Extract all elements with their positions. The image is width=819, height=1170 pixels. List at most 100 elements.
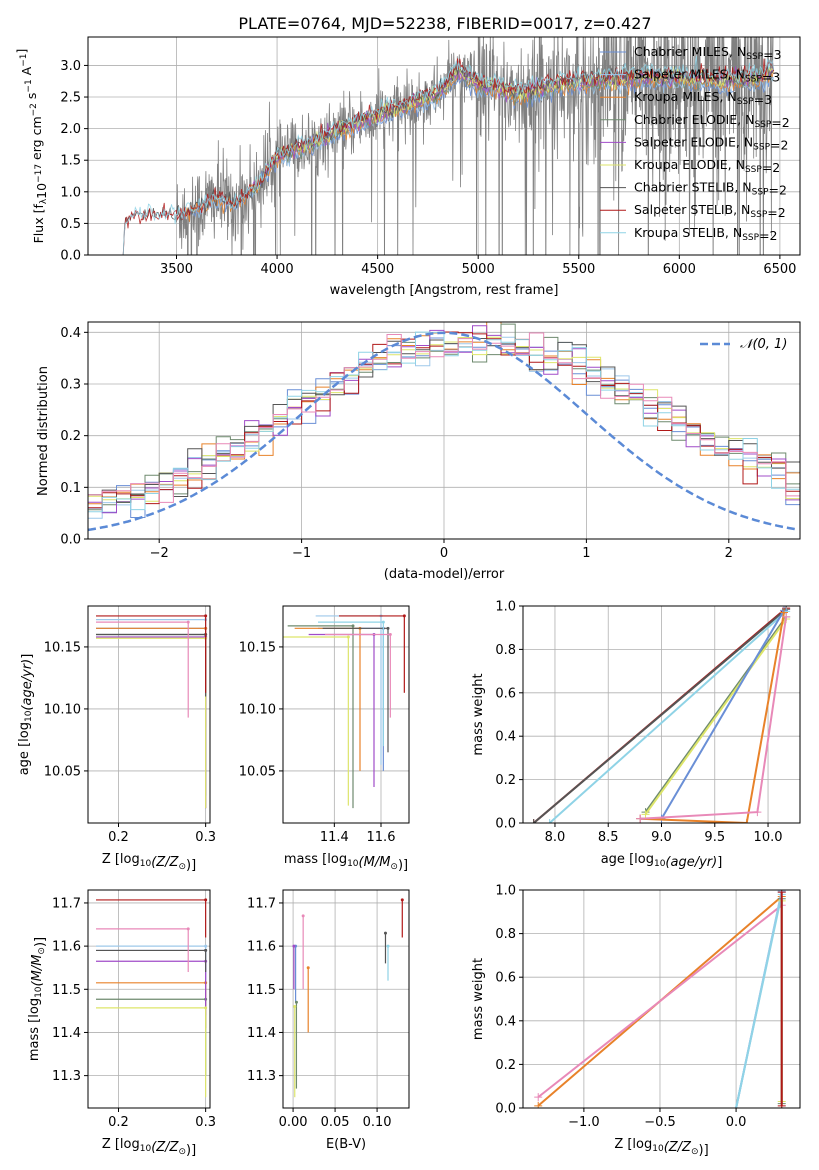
label-part: mass [log	[27, 998, 42, 1061]
label-part: ⊙	[691, 1147, 699, 1157]
label-part: Salpeter ELODIE, N	[634, 134, 753, 149]
axes-frame	[87, 36, 801, 256]
label-part: ⊙	[37, 947, 47, 955]
label-part: =3	[754, 92, 772, 107]
x-tick-label: 8.5	[598, 830, 619, 845]
y-tick-label: 10.05	[44, 764, 81, 779]
data-point	[306, 966, 310, 970]
x-axis-label: wavelength [Angstrom, rest frame]	[330, 283, 559, 298]
legend-entry: Chabrier MILES, NSSP=3	[634, 44, 782, 62]
data-point	[204, 1006, 208, 1010]
y-tick-label: 0.2	[495, 773, 516, 788]
x-axis-label: E(B-V)	[326, 1137, 366, 1152]
y-tick-label: 0.4	[495, 730, 516, 745]
y-tick-label: 0.8	[495, 927, 516, 942]
y-tick-label: 0.5	[60, 217, 81, 232]
y-axis-label: Flux [fλ10−17 erg cm−2 s−1 A−1]	[14, 49, 49, 244]
y-tick-label: 0.0	[495, 1102, 516, 1117]
data-point	[293, 1005, 297, 1009]
y-tick-label: 11.7	[247, 896, 276, 911]
y-tick-label: 11.6	[247, 940, 276, 955]
figure-title: PLATE=0764, MJD=52238, FIBERID=0017, z=0…	[238, 14, 651, 33]
mass-vs-metallicity-panel: 0.2 0.311.311.411.511.611.7Z [log10(Z/Z⊙)…	[27, 889, 216, 1158]
mass-weight-vs-age-panel: 8.0 8.5 9.0 9.5 10.0 0.0 0.2 0.4 0.6 0.8 1.0 age [l…	[471, 600, 801, 870]
y-axis-label: Normed distribution	[36, 366, 51, 496]
age-vs-mass-panel: 11.4 11.6 10.05 10.10 10.15 mass [log10(M/M⊙)…	[239, 605, 410, 873]
label-part: Salpeter STELIB, N	[634, 202, 750, 217]
x-tick-label: 0.2	[108, 830, 129, 845]
label-part: (age/yr)	[20, 659, 35, 711]
data-point	[400, 898, 404, 902]
y-tick-label: 0.2	[60, 429, 81, 444]
y-tick-label: 1.0	[495, 884, 516, 899]
data-point	[204, 898, 208, 902]
label-part: 10	[652, 1144, 664, 1154]
label-part: =3	[763, 47, 781, 62]
y-axis-label: mass weight	[471, 958, 486, 1040]
y-tick-label: 11.4	[52, 1026, 81, 1041]
label-part: −1	[24, 79, 34, 92]
y-tick-label: 0.6	[495, 971, 516, 986]
y-tick-label: 1.0	[60, 185, 81, 200]
x-tick-label: 2	[725, 546, 733, 561]
label-part: λ	[39, 198, 49, 204]
data-point	[204, 614, 208, 618]
label-part: E(B-V)	[326, 1137, 366, 1152]
data-point	[351, 624, 355, 628]
plus-marker	[529, 819, 538, 823]
label-part: 10	[34, 986, 44, 998]
x-tick-label: 0.05	[321, 1115, 350, 1130]
label-part: (Z/Z	[151, 1140, 179, 1155]
legend-entry: Kroupa ELODIE, NSSP=2	[634, 157, 780, 175]
legend-entry: Kroupa STELIB, NSSP=2	[634, 225, 778, 243]
label-part: ⊙	[390, 862, 398, 872]
x-tick-label: 9.5	[704, 830, 725, 845]
y-tick-label: 11.6	[52, 940, 81, 955]
y-axis-label: mass [log10(M/M⊙)]	[27, 937, 48, 1061]
mass-weight-line	[548, 610, 787, 823]
axes-frame	[282, 889, 410, 1109]
data-point	[402, 614, 406, 618]
label-part: Flux [f	[31, 204, 46, 244]
y-tick-label: 11.3	[247, 1069, 276, 1084]
mass-weight-line	[735, 894, 783, 1108]
label-part: (Z/Z	[664, 1140, 692, 1155]
axes-frame	[282, 605, 410, 824]
label-part: SSP	[737, 97, 754, 107]
label-part: ⊙	[178, 862, 186, 872]
y-axis-label: mass weight	[471, 673, 486, 755]
plot-area	[529, 606, 791, 823]
legend-entry: Salpeter ELODIE, NSSP=2	[634, 134, 788, 152]
label-part: Chabrier MILES, N	[634, 44, 746, 59]
y-tick-label: 2.5	[60, 91, 81, 106]
x-axis-label: (data-model)/error	[384, 567, 505, 582]
legend-entry: Salpeter MILES, NSSP=3	[634, 67, 780, 85]
label-part: s	[24, 93, 39, 104]
x-tick-label: 11.4	[320, 830, 349, 845]
y-tick-label: 1.5	[60, 154, 81, 169]
x-tick-label: 1	[582, 546, 590, 561]
histogram-step-line	[88, 332, 800, 503]
x-tick-label: 4000	[261, 262, 294, 277]
label-part: =2	[767, 205, 785, 220]
label-part: ]	[20, 654, 35, 659]
data-point	[204, 944, 208, 948]
x-tick-label: −2	[150, 546, 169, 561]
label-part: SSP	[752, 188, 769, 198]
y-tick-label: 0.2	[495, 1058, 516, 1073]
y-tick-label: 3.0	[60, 59, 81, 74]
label-part: ]	[717, 855, 722, 870]
y-tick-label: 0.0	[60, 249, 81, 264]
label-part: 10	[347, 859, 359, 869]
label-part: =2	[759, 228, 777, 243]
label-part: =2	[762, 160, 780, 175]
label-part: =2	[769, 183, 787, 198]
y-tick-label: 11.7	[52, 896, 81, 911]
label-part: (Z/Z	[151, 855, 179, 870]
label-part: Kroupa STELIB, N	[634, 225, 742, 240]
model-spectrum-line	[122, 56, 775, 255]
label-part: ]	[14, 49, 29, 54]
x-tick-label: 0.2	[108, 1115, 129, 1130]
residual-histogram-panel: −2 −1 0 1 2 0.0 0.1 0.2 0.3 0.4 𝒩(0, 1) (data-model…	[36, 321, 801, 582]
